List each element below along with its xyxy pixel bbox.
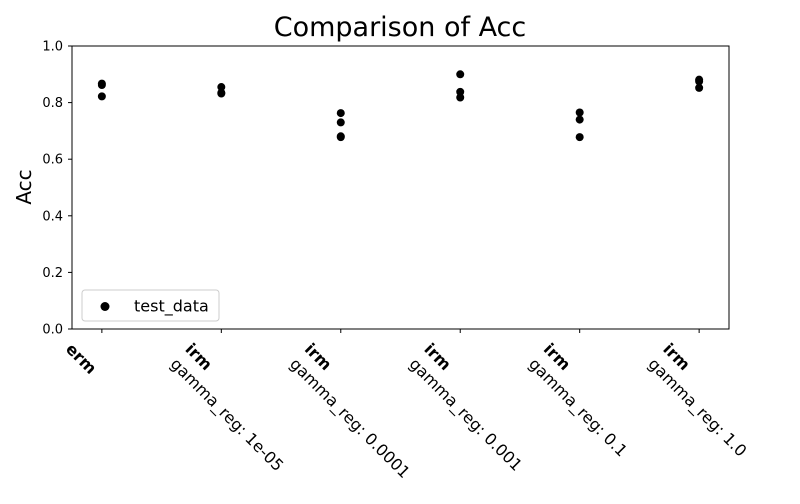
data-point	[456, 87, 465, 96]
x-tick-param: gamma_reg: 1e-05	[166, 354, 287, 475]
x-tick-param: gamma_reg: 0.1	[524, 354, 631, 461]
data-point	[695, 77, 704, 86]
data-point	[336, 109, 345, 118]
plot-frame	[71, 45, 730, 330]
legend-marker	[100, 302, 110, 311]
data-point	[456, 70, 465, 79]
data-point	[575, 133, 584, 142]
data-point	[217, 83, 226, 92]
legend: test_data	[81, 289, 220, 322]
data-point	[97, 81, 106, 90]
y-tick-label: 0.6	[42, 153, 63, 168]
data-point	[575, 108, 584, 117]
x-tick-param: gamma_reg: 1.0	[644, 354, 751, 461]
y-tick-label: 0.4	[42, 209, 63, 224]
legend-box	[81, 289, 220, 322]
x-tick-param: gamma_reg: 0.0001	[285, 354, 413, 482]
x-tick-label-group: erm	[62, 339, 100, 377]
x-tick-param: gamma_reg: 0.001	[405, 354, 526, 475]
legend-label: test_data	[134, 297, 209, 317]
data-point	[336, 118, 345, 127]
chart-title: Comparison of Acc	[274, 12, 527, 43]
data-point	[217, 89, 226, 98]
y-axis-label: Acc	[12, 169, 36, 204]
x-tick-method: erm	[62, 339, 100, 377]
data-point	[456, 93, 465, 102]
data-point	[97, 92, 106, 101]
data-point	[336, 133, 345, 142]
y-tick-label: 0.0	[42, 323, 63, 338]
y-tick-label: 1.0	[42, 40, 63, 55]
data-point	[575, 115, 584, 124]
data-point	[695, 83, 704, 92]
y-tick-label: 0.8	[42, 96, 63, 111]
y-tick-label: 0.2	[42, 266, 63, 281]
